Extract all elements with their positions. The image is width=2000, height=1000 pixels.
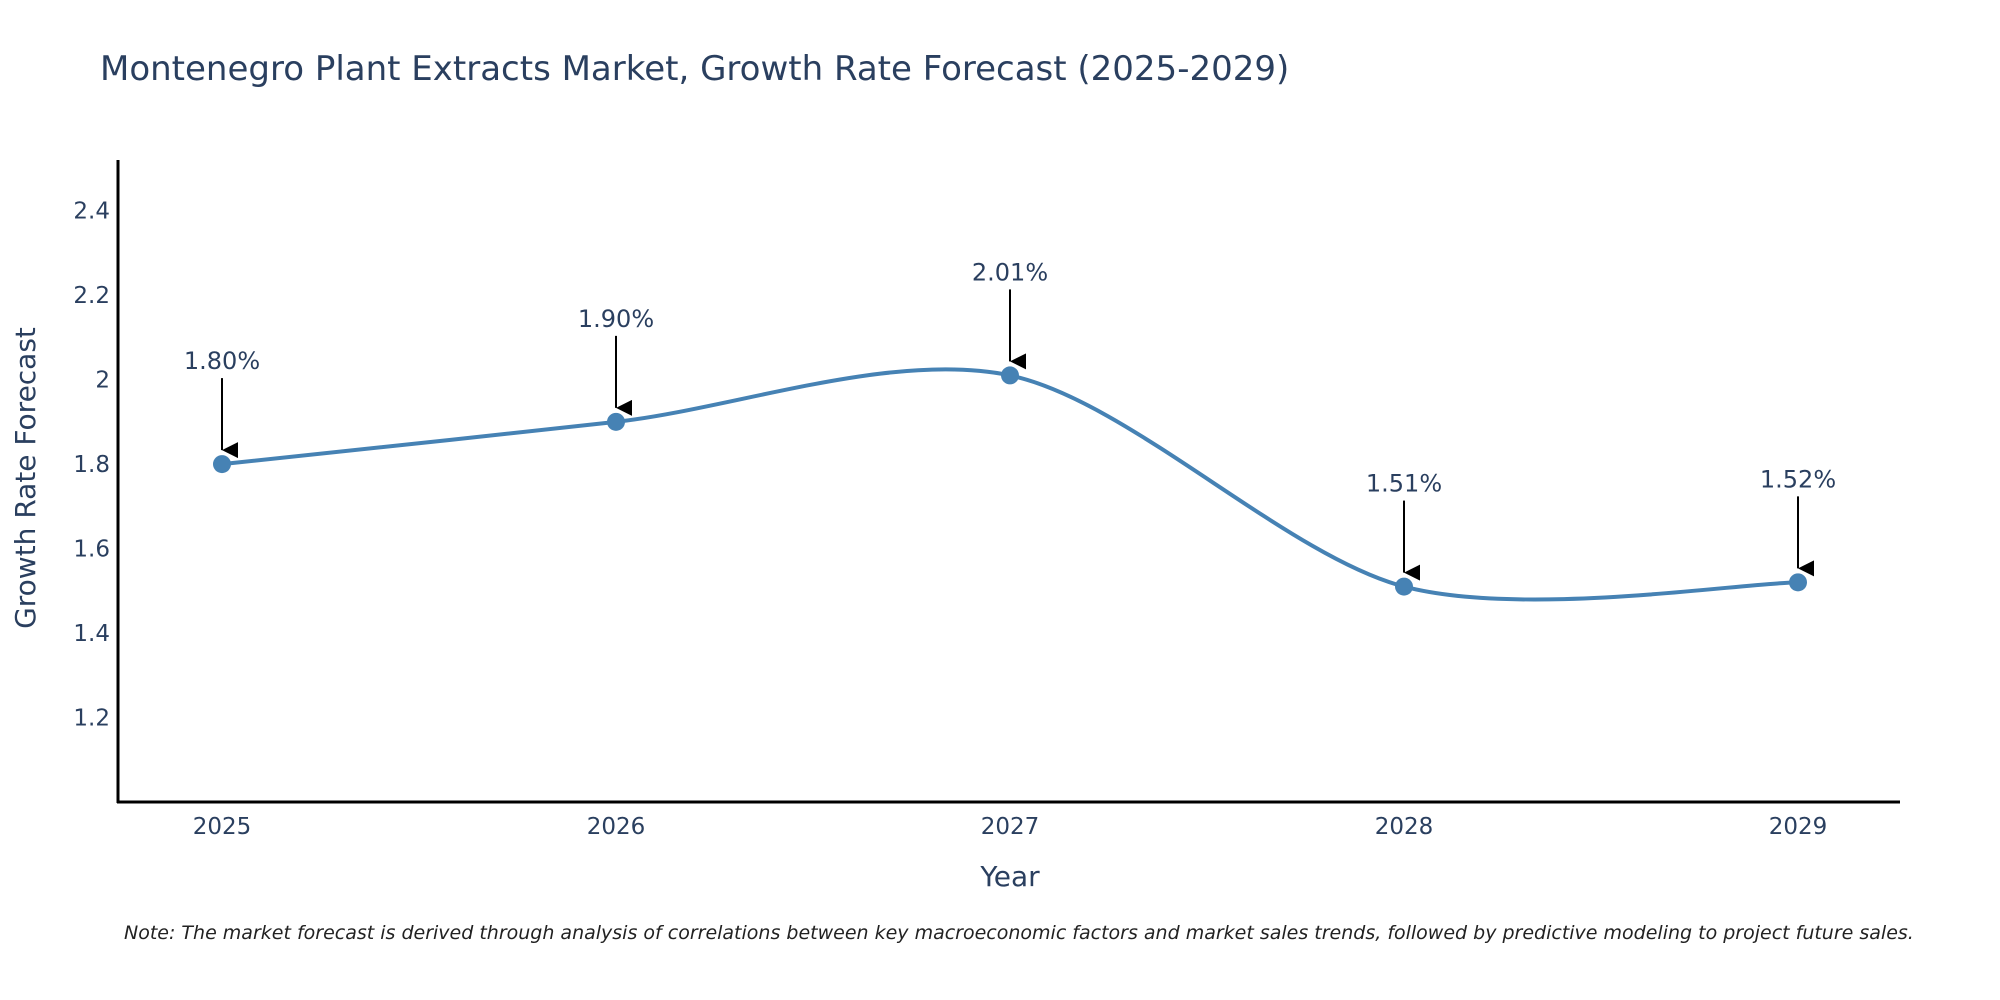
plot-area: 1.80% 1.90% 2.01% 1.51% 1.52% bbox=[184, 258, 1836, 602]
data-label: 2.01% bbox=[972, 258, 1048, 286]
y-tick-label: 2 bbox=[95, 368, 110, 394]
data-point[interactable] bbox=[1001, 366, 1019, 385]
data-point[interactable] bbox=[1395, 577, 1413, 596]
y-tick-label: 2.2 bbox=[73, 283, 110, 309]
data-label: 1.52% bbox=[1760, 465, 1836, 493]
y-tick-label: 1.6 bbox=[73, 537, 110, 563]
data-label: 1.51% bbox=[1366, 470, 1442, 498]
x-tick-label: 2027 bbox=[981, 814, 1040, 840]
x-tick-label: 2025 bbox=[193, 814, 252, 840]
y-tick-label: 1.2 bbox=[73, 706, 110, 732]
y-tick-label: 1.4 bbox=[73, 621, 110, 647]
y-axis-title: Growth Rate Forecast bbox=[9, 327, 42, 629]
chart-title: Montenegro Plant Extracts Market, Growth… bbox=[100, 49, 1289, 89]
data-label: 1.90% bbox=[578, 305, 654, 333]
x-tick-label: 2026 bbox=[587, 814, 646, 840]
x-tick-label: 2028 bbox=[1375, 814, 1434, 840]
data-label: 1.80% bbox=[184, 347, 260, 375]
data-point[interactable] bbox=[213, 455, 231, 474]
x-axis-ticks: 2025 2026 2027 2028 2029 bbox=[193, 814, 1828, 840]
y-tick-label: 2.4 bbox=[73, 199, 110, 225]
y-tick-label: 1.8 bbox=[73, 452, 110, 478]
data-point[interactable] bbox=[607, 412, 625, 431]
series-line bbox=[221, 367, 1799, 602]
x-axis-title: Year bbox=[979, 860, 1040, 893]
x-tick-label: 2029 bbox=[1769, 814, 1828, 840]
y-axis-ticks: 1.2 1.4 1.6 1.8 2 2.2 2.4 bbox=[73, 199, 110, 732]
data-point[interactable] bbox=[1789, 573, 1807, 592]
footnote: Note: The market forecast is derived thr… bbox=[124, 922, 1914, 944]
